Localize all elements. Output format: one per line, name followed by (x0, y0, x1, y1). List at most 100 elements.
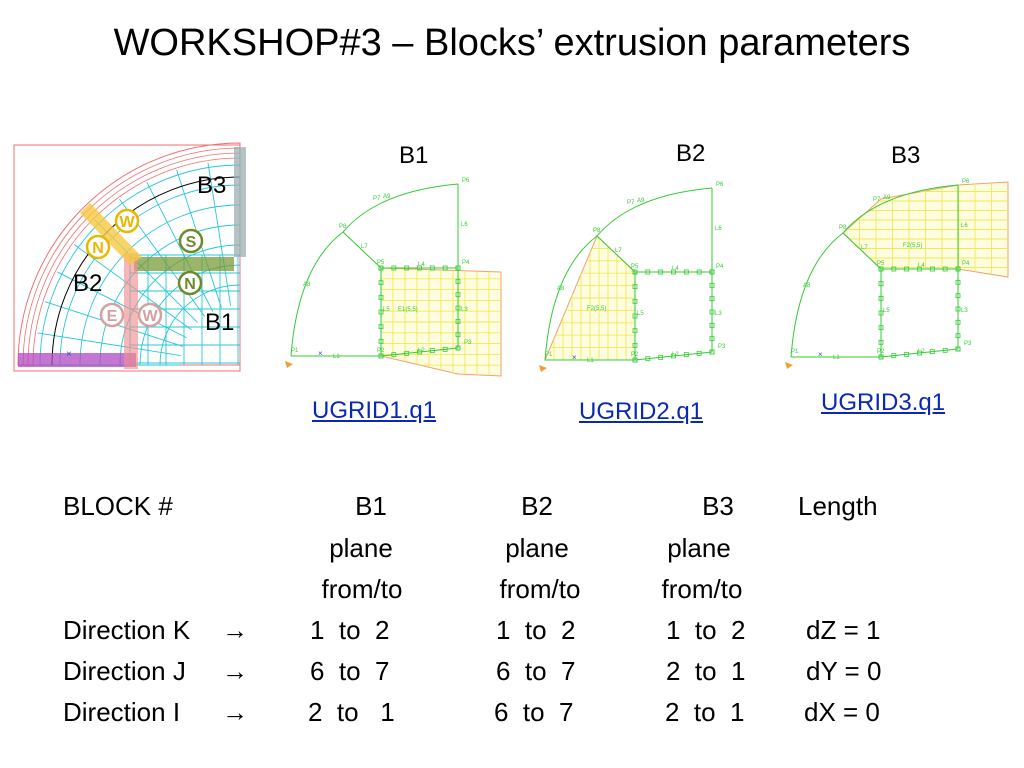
row-k-length: dZ = 1 (806, 615, 881, 645)
line-label: L1 (587, 358, 594, 364)
face-magenta (18, 353, 136, 367)
grid-node (632, 342, 638, 348)
line-label: L1 (333, 354, 340, 360)
overview-label-b2: B2 (73, 270, 103, 297)
grid-node (455, 278, 461, 284)
grid-node (455, 265, 461, 271)
arc-label: A9 (383, 194, 391, 200)
row-i-arrow: → (222, 697, 248, 727)
grid-node (632, 269, 638, 275)
link-ugrid3[interactable]: UGRID3.q1 (821, 389, 946, 416)
point-label: P5 (631, 264, 639, 270)
grid-node (709, 349, 715, 355)
face-marker-circle (114, 208, 140, 234)
grid-node (404, 350, 410, 356)
point-label: P6 (462, 178, 470, 184)
grid-node (632, 357, 638, 363)
grid-node (671, 353, 676, 359)
row-i-length: dX = 0 (804, 697, 880, 727)
grid-node (942, 266, 948, 272)
row-j-b1: 6 to 7 (310, 656, 390, 686)
row-i-b2: 6 to 7 (494, 697, 574, 727)
overview-label-b1: B1 (205, 309, 235, 336)
point-label: P6 (962, 179, 970, 185)
slide-title: WORKSHOP#3 – Blocks’ extrusion parameter… (113, 22, 911, 64)
grid-node (942, 347, 948, 353)
line-label: L7 (615, 248, 622, 254)
line-label: L4 (672, 266, 679, 272)
grid-node (955, 266, 961, 272)
overview-label-b3: B3 (197, 172, 227, 199)
point-label: P7 (373, 196, 381, 202)
line-label: L3 (715, 311, 722, 317)
header-b3: B3 (702, 491, 734, 521)
grid-node (917, 350, 922, 356)
point-label: P2 (631, 352, 639, 358)
link-ugrid1[interactable]: UGRID1.q1 (312, 397, 437, 424)
face-marker-label: W (119, 214, 135, 231)
grid-node (632, 328, 638, 334)
row-j-length: dY = 0 (806, 656, 882, 686)
grid-node (455, 332, 461, 338)
point-label: P7 (873, 197, 881, 203)
row-i-b3: 2 to 1 (665, 697, 745, 727)
grid-node (632, 284, 638, 290)
sub-fromto-b1: from/to (321, 574, 403, 604)
grid-node (645, 356, 651, 362)
sub-plane-b3: plane (667, 533, 731, 563)
grid-node (955, 279, 961, 285)
grid-node (696, 350, 702, 356)
face-marker-circle (177, 270, 203, 296)
line-label: L6 (715, 226, 722, 232)
grid-node (955, 346, 961, 352)
face-marker-label: S (186, 234, 197, 251)
grid-node (455, 345, 461, 351)
grid-node (955, 293, 961, 299)
line-label: L4 (418, 262, 425, 268)
header-b2: B2 (521, 491, 553, 521)
point-label: P8 (339, 224, 347, 230)
frame (13, 144, 241, 372)
topology-arc (790, 232, 844, 358)
header-block: BLOCK # (63, 491, 173, 521)
row-k-arrow: → (222, 615, 248, 645)
panel-title-b3: B3 (891, 142, 921, 169)
row-j-arrow: → (222, 656, 248, 686)
point-label: P1 (291, 348, 299, 354)
face-marker-label: W (142, 308, 158, 325)
grid-node (455, 292, 461, 298)
axis-marker: × (66, 349, 72, 360)
grid-node (904, 351, 910, 357)
grid-node (878, 281, 884, 287)
grid-node (878, 266, 884, 272)
grid-node (683, 352, 689, 358)
axis-marker: × (572, 353, 577, 362)
arc-label: A8 (803, 283, 811, 289)
line-label: L2 (918, 349, 925, 355)
arc-label: A9 (883, 195, 891, 201)
line-label: L1 (833, 355, 840, 361)
grid-panel-b2: P1 P2 P3 P4 P5 P6 P7 P8 L1 L2 L3 L4 L5 L6 L7 A8 A9 F2(5,5… (539, 182, 726, 372)
point-label: P5 (877, 261, 885, 267)
point-label: P3 (464, 340, 472, 346)
grid-node (955, 319, 961, 325)
grid-node (929, 266, 935, 272)
face-label: E1(5,5) (398, 307, 418, 313)
grid-node (442, 346, 448, 352)
point-label: P8 (593, 228, 601, 234)
sub-plane-b2: plane (505, 533, 569, 563)
grid-node (378, 265, 384, 271)
topology-edge (380, 347, 459, 357)
face-marker-circle (178, 228, 204, 254)
grid-node (955, 333, 961, 339)
grid-node (878, 295, 884, 301)
grid-node (658, 269, 664, 275)
row-k-b1: 1 to 2 (310, 615, 390, 645)
line-label: L7 (861, 245, 868, 251)
point-label: P3 (718, 344, 726, 350)
link-ugrid2[interactable]: UGRID2.q1 (579, 398, 704, 425)
grid-node (455, 318, 461, 324)
axis-marker: × (318, 349, 323, 358)
row-k-b3: 1 to 2 (666, 615, 746, 645)
grid-node (442, 265, 448, 271)
